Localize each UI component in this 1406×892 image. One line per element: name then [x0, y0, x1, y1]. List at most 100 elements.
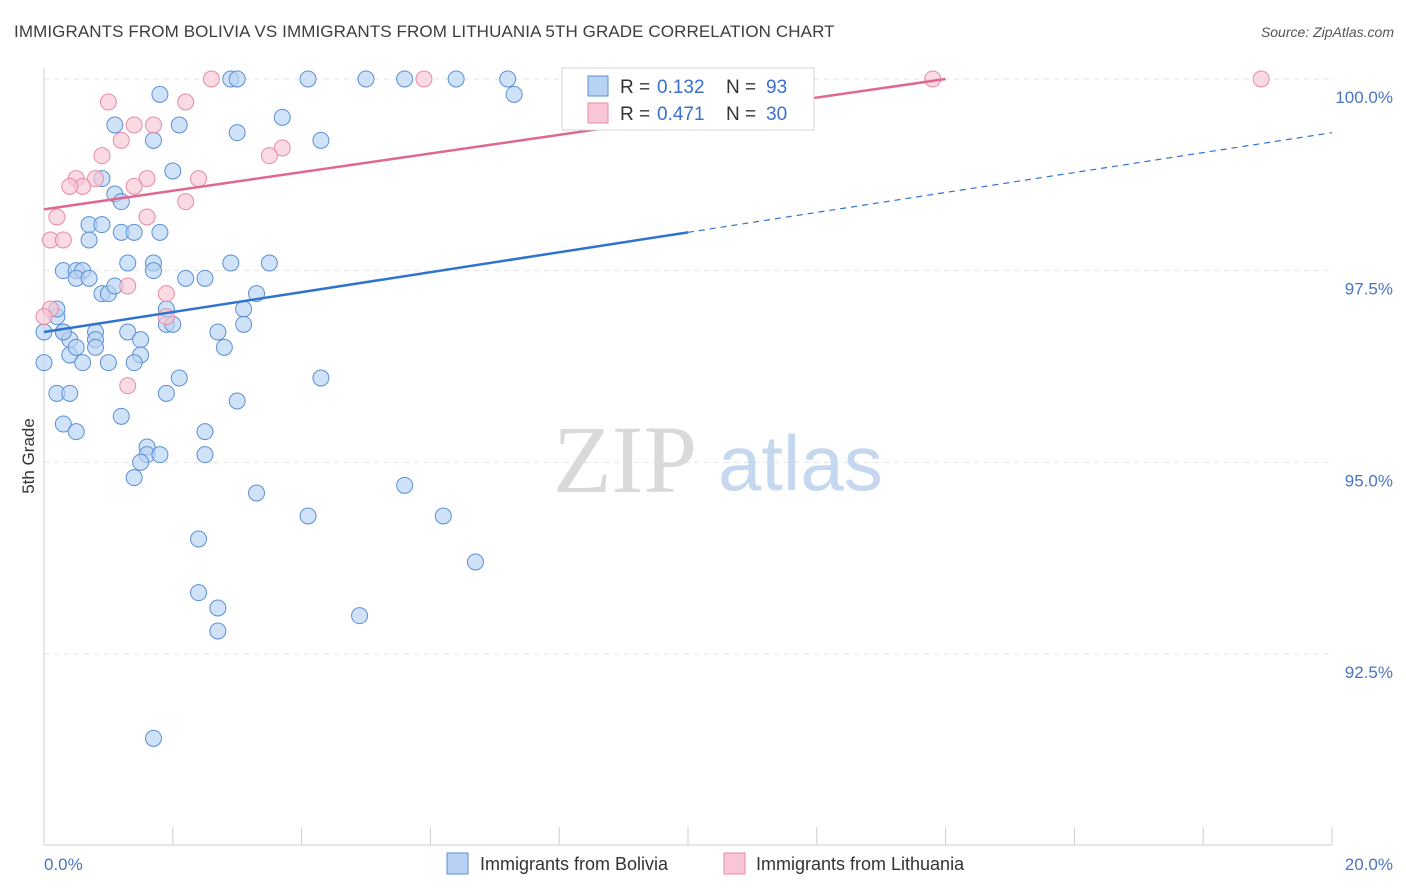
- bolivia-point: [157, 384, 175, 402]
- lithuania-point: [61, 177, 79, 195]
- grid-lines: [44, 78, 1332, 655]
- bolivia-point: [132, 331, 150, 349]
- bottom-legend-swatch-lithuania: [723, 852, 746, 875]
- legend-n-value-lithuania: 30: [766, 104, 787, 125]
- lithuania-point: [48, 208, 66, 226]
- bolivia-point: [273, 108, 291, 126]
- bolivia-point: [299, 507, 317, 525]
- bolivia-point: [132, 453, 150, 471]
- bolivia-point: [396, 476, 414, 494]
- lithuania-point: [157, 285, 175, 303]
- lithuania-point: [112, 131, 130, 149]
- bolivia-point: [164, 162, 182, 180]
- bolivia-point: [93, 216, 111, 234]
- bolivia-point: [67, 338, 85, 356]
- source-label: Source: ZipAtlas.com: [1260, 24, 1394, 40]
- bolivia-point: [54, 415, 72, 433]
- y-axis-label: 5th Grade: [19, 418, 38, 494]
- bolivia-point: [119, 254, 137, 272]
- watermark-zip: ZIP: [553, 406, 697, 513]
- x-tick-label-min: 0.0%: [44, 855, 83, 874]
- bolivia-point: [312, 131, 330, 149]
- bolivia-point: [144, 729, 162, 747]
- bolivia-point: [99, 354, 117, 372]
- bolivia-point: [222, 254, 240, 272]
- bolivia-point: [151, 223, 169, 241]
- lithuania-point: [138, 170, 156, 188]
- bolivia-point: [144, 131, 162, 149]
- legend-n-label: N =: [726, 104, 756, 125]
- bolivia-point: [144, 262, 162, 280]
- bolivia-point: [80, 269, 98, 287]
- bolivia-point: [209, 622, 227, 640]
- lithuania-point: [87, 170, 105, 188]
- bolivia-point: [112, 407, 130, 425]
- series-lithuania-points: [35, 70, 1270, 395]
- bolivia-point: [434, 507, 452, 525]
- bolivia-point: [151, 85, 169, 103]
- bolivia-point: [499, 70, 517, 88]
- trend-line-bolivia: [43, 231, 689, 334]
- bolivia-point: [54, 323, 72, 341]
- bolivia-point: [209, 599, 227, 617]
- legend-swatch-lithuania: [587, 102, 609, 124]
- bolivia-point: [170, 116, 188, 134]
- lithuania-point: [415, 70, 433, 88]
- lithuania-point: [54, 231, 72, 249]
- bolivia-point: [35, 354, 53, 372]
- bolivia-point: [447, 70, 465, 88]
- stats-legend: R = 0.132 N = 93 R = 0.471 N = 30: [561, 67, 815, 131]
- bolivia-point: [357, 70, 375, 88]
- bolivia-point: [80, 231, 98, 249]
- y-tick-label: 95.0%: [1345, 471, 1393, 490]
- lithuania-point: [125, 116, 143, 134]
- lithuania-point: [273, 139, 291, 157]
- y-tick-label: 100.0%: [1335, 88, 1393, 107]
- bolivia-point: [260, 254, 278, 272]
- bottom-legend: Immigrants from Bolivia Immigrants from …: [446, 852, 965, 875]
- bolivia-point: [505, 85, 523, 103]
- bolivia-point: [87, 338, 105, 356]
- trend-line-bolivia-extension: [687, 132, 1333, 233]
- bolivia-point: [235, 300, 253, 318]
- bolivia-point: [235, 315, 253, 333]
- lithuania-point: [119, 277, 137, 295]
- bottom-legend-label-bolivia: Immigrants from Bolivia: [480, 854, 669, 874]
- bolivia-point: [209, 323, 227, 341]
- bolivia-point: [228, 70, 246, 88]
- x-ticks: [43, 827, 1333, 845]
- series-bolivia-points: [35, 70, 523, 747]
- bolivia-point: [248, 484, 266, 502]
- bolivia-point: [106, 116, 124, 134]
- bolivia-point: [299, 70, 317, 88]
- bolivia-point: [61, 384, 79, 402]
- bolivia-point: [228, 392, 246, 410]
- bolivia-point: [351, 607, 369, 625]
- lithuania-point: [138, 208, 156, 226]
- legend-r-label: R =: [620, 77, 650, 98]
- lithuania-point: [177, 93, 195, 111]
- legend-r-label: R =: [620, 104, 650, 125]
- bolivia-point: [196, 423, 214, 441]
- watermark-atlas: atlas: [718, 419, 883, 507]
- y-tick-label: 97.5%: [1345, 280, 1393, 299]
- bolivia-point: [190, 530, 208, 548]
- bolivia-point: [177, 269, 195, 287]
- y-tick-label: 92.5%: [1345, 663, 1393, 682]
- lithuania-point: [190, 170, 208, 188]
- legend-n-value-bolivia: 93: [766, 77, 787, 98]
- lithuania-point: [93, 147, 111, 165]
- bolivia-point: [190, 584, 208, 602]
- bolivia-point: [74, 354, 92, 372]
- bolivia-point: [151, 446, 169, 464]
- lithuania-point: [260, 147, 278, 165]
- bolivia-point: [125, 223, 143, 241]
- x-tick-label-max: 20.0%: [1345, 855, 1393, 874]
- bolivia-point: [125, 354, 143, 372]
- y-tick-labels: 92.5% 95.0% 97.5% 100.0%: [1335, 88, 1393, 682]
- legend-r-value-lithuania: 0.471: [657, 104, 705, 125]
- watermark: ZIP atlas: [553, 406, 883, 513]
- bolivia-point: [312, 369, 330, 387]
- lithuania-point: [125, 177, 143, 195]
